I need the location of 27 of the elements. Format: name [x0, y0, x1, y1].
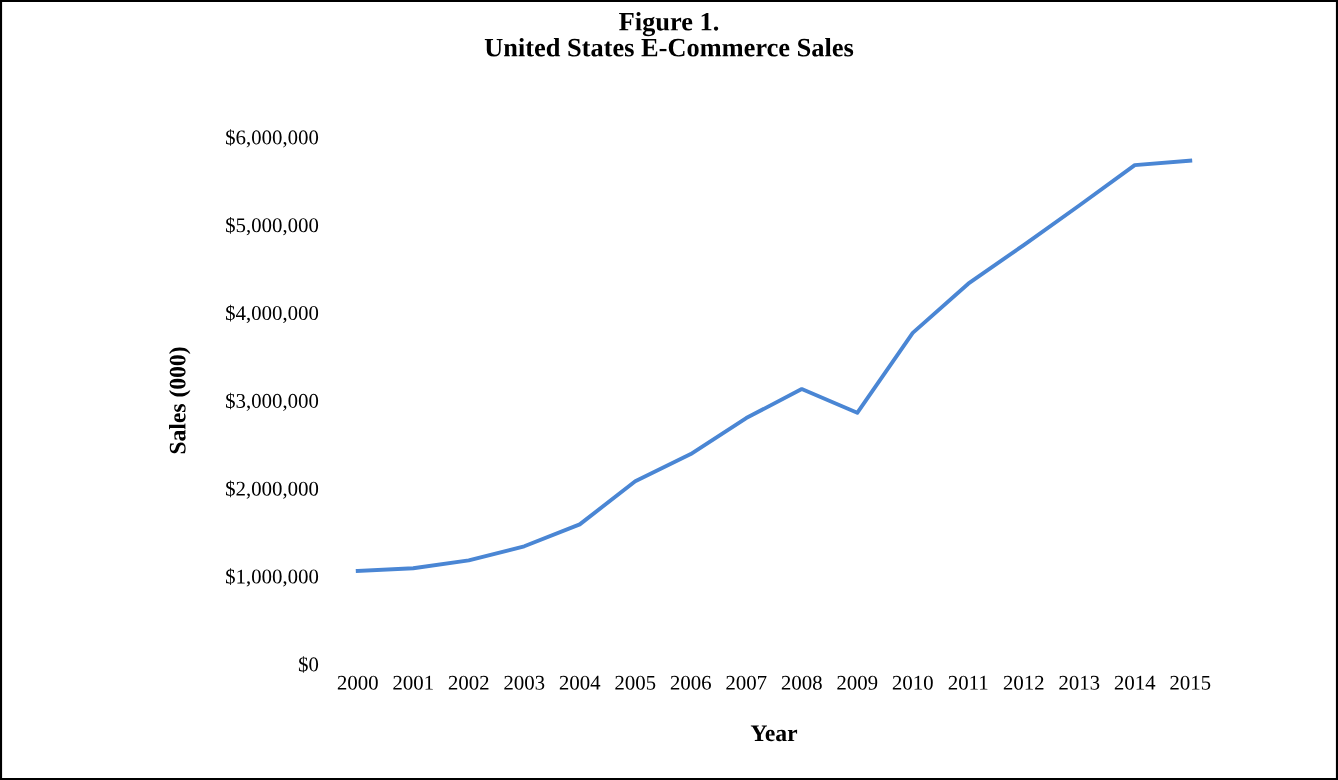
x-tick-label: 2006 [670, 675, 711, 690]
x-tick-label: 2005 [615, 675, 656, 690]
x-tick-label: 2007 [726, 675, 767, 690]
y-tick-label: $3,000,000 [226, 392, 319, 411]
y-tick-label: $5,000,000 [226, 216, 319, 236]
y-tick-label: $1,000,000 [226, 568, 319, 587]
line-series [355, 158, 1193, 573]
x-tick-label: 2013 [1059, 675, 1100, 690]
x-axis-title: Year [750, 725, 798, 742]
x-tick-label: 2014 [1114, 675, 1156, 690]
x-tick-label: 2003 [504, 675, 545, 690]
y-tick-label: $2,000,000 [226, 480, 319, 499]
y-axis-title: Sales (000) [169, 347, 191, 454]
x-tick-label: 2012 [1003, 675, 1044, 690]
y-tick-label: $0 [298, 656, 319, 673]
y-tick-label: $4,000,000 [226, 304, 319, 324]
x-tick-label: 2010 [892, 675, 933, 690]
x-tick-label: 2008 [781, 675, 822, 690]
x-tick-label: 2015 [1170, 675, 1211, 690]
x-tick-label: 2001 [393, 675, 433, 690]
x-tick-label: 2000 [337, 675, 378, 690]
chart-title: Figure 1. United States E-Commerce Sales [484, 12, 854, 57]
x-tick-label: 2002 [448, 675, 489, 690]
x-tick-label: 2004 [559, 675, 601, 690]
x-tick-label: 2011 [948, 675, 988, 690]
y-tick-label: $6,000,000 [226, 129, 319, 148]
x-tick-label: 2009 [837, 675, 878, 690]
